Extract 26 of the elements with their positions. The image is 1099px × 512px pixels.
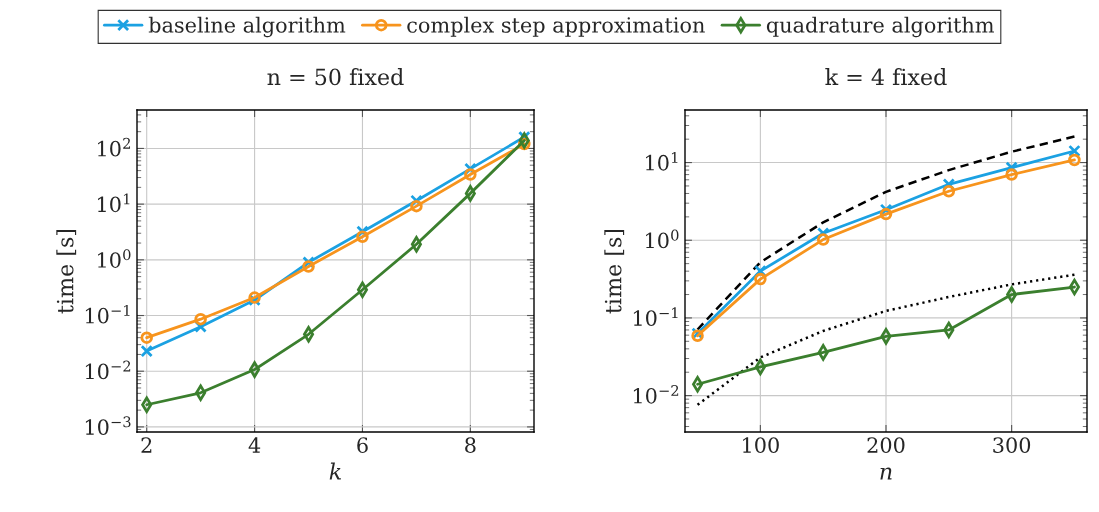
y-tick-label: 10$^{0}$	[98, 249, 131, 268]
legend-label: baseline algorithm	[148, 16, 346, 38]
x-tick-label: 100	[743, 437, 779, 453]
y-tick-label: 10$^{−2}$	[633, 384, 679, 404]
y-tick-label: 10$^{−3}$	[85, 416, 131, 435]
legend-label: quadrature algorithm	[766, 16, 994, 38]
x-tick-label: 6	[357, 437, 368, 453]
x-tick-label: 8	[465, 437, 476, 453]
x-tick-label: 300	[993, 437, 1031, 453]
y-tick-label: 10$^{2}$	[98, 137, 131, 157]
legend-label: complex step approximation	[407, 16, 705, 37]
x-tick-label: 200	[867, 437, 905, 453]
x-tick-label: 2	[141, 437, 152, 453]
y-axis-title: time [s]	[604, 229, 625, 314]
x-tick-label: 4	[248, 437, 261, 453]
chart-title: n = 50 fixed	[267, 68, 404, 86]
y-tick-label: 10$^{0}$	[646, 229, 679, 249]
y-tick-label: 10$^{−2}$	[85, 360, 131, 380]
y-tick-label: 10$^{1}$	[98, 193, 130, 213]
y-tick-label: 10$^{−1}$	[633, 307, 678, 326]
y-axis-title: time [s]	[56, 229, 77, 314]
x-axis-title: n	[880, 467, 892, 480]
y-tick-label: 10$^{−1}$	[85, 304, 130, 324]
y-tick-label: 10$^{1}$	[646, 151, 678, 171]
chart-title: k = 4 fixed	[825, 68, 947, 86]
x-axis-title: k	[329, 462, 341, 480]
